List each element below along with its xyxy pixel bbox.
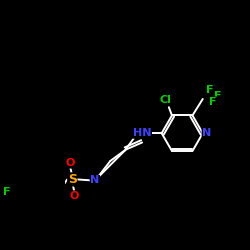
Text: HN: HN: [133, 128, 152, 138]
Text: O: O: [70, 191, 79, 201]
Text: Cl: Cl: [160, 95, 172, 105]
Text: F: F: [3, 187, 10, 197]
Text: F: F: [209, 97, 217, 107]
Text: N: N: [202, 128, 211, 138]
Text: S: S: [68, 173, 77, 186]
Text: N: N: [90, 176, 100, 186]
Text: O: O: [66, 158, 75, 168]
Text: F: F: [206, 85, 214, 95]
Text: F: F: [214, 91, 222, 101]
